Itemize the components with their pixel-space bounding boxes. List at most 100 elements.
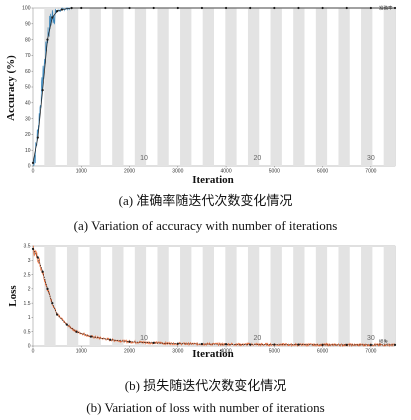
y-tick-label: 90 <box>25 22 31 28</box>
x-tick-label: 5000 <box>269 169 280 175</box>
smoothed-series-point <box>152 6 155 10</box>
smoothed-series-point <box>224 343 228 346</box>
smoothed-series-point <box>51 16 54 19</box>
x-tick-label: 2000 <box>124 169 135 175</box>
epoch-band <box>134 8 147 166</box>
smoothed-series-point <box>41 270 44 273</box>
epoch-band <box>247 8 260 166</box>
smoothed-series-point <box>297 6 300 10</box>
smoothed-series-point <box>176 342 179 345</box>
smoothed-series-point <box>249 6 252 10</box>
epoch-label: 10 <box>140 155 148 162</box>
smoothed-series-point <box>393 6 397 10</box>
y-tick-label: 1 <box>28 315 31 321</box>
x-axis-title: Iteration <box>192 174 234 186</box>
smoothed-series-point <box>89 335 93 338</box>
epoch-band <box>202 246 214 346</box>
smoothed-series-line <box>32 7 395 163</box>
epoch-label: 30 <box>367 155 375 162</box>
epoch-band <box>180 246 192 346</box>
epoch-band <box>44 8 56 166</box>
chart-loss: 0 0.5 1 1.5 2 2.5 3 3.5 0 1000 2000 3000 4000 5000 600… <box>7 244 397 360</box>
x-tick-label: 1000 <box>76 169 87 175</box>
y-tick-label: 30 <box>25 116 31 122</box>
smoothed-series-point <box>249 343 252 346</box>
epoch-band <box>180 8 192 166</box>
epoch-band <box>338 246 350 346</box>
smoothed-series-point <box>36 136 39 139</box>
epoch-band <box>157 246 169 346</box>
x-tick-label: 0 <box>32 349 35 355</box>
smoothed-series-point <box>46 38 49 41</box>
x-tick-label: 0 <box>32 169 35 175</box>
smoothed-series-point <box>297 343 300 346</box>
smoothed-series-point <box>46 287 49 290</box>
smoothed-series-point <box>51 302 54 305</box>
smoothed-series-point <box>65 323 68 326</box>
y-tick-label: 3.5 <box>24 244 31 250</box>
smoothed-series-point <box>273 343 276 346</box>
epoch-band <box>225 246 237 346</box>
epoch-band <box>202 8 214 166</box>
epoch-band <box>315 8 328 166</box>
x-tick-label: 6000 <box>317 169 328 175</box>
smoothed-series-point <box>200 342 204 346</box>
epoch-band <box>293 8 305 166</box>
y-tick-label: 10 <box>25 148 31 154</box>
x-tick-label: 1000 <box>76 349 87 355</box>
smoothed-series-point <box>104 6 107 10</box>
smoothed-series-point <box>56 10 59 13</box>
smoothed-series-point <box>369 343 372 346</box>
epoch-label: 20 <box>254 155 262 162</box>
y-tick-label: 2.5 <box>24 272 31 278</box>
epoch-band <box>247 246 260 346</box>
epoch-band <box>66 246 79 346</box>
x-tick-label: 7000 <box>365 169 376 175</box>
smoothed-series-point <box>273 6 276 10</box>
x-tick-label: 3000 <box>172 349 183 355</box>
y-tick-label: 40 <box>25 101 31 107</box>
caption-a-chinese: (a) 准确率随迭代次数变化情况 <box>118 193 293 208</box>
epoch-band <box>66 8 79 166</box>
y-axis-title: Accuracy (%) <box>5 55 17 121</box>
y-tick-label: 3 <box>28 258 31 264</box>
smoothed-series-point <box>393 343 397 346</box>
epoch-band <box>270 8 282 166</box>
epoch-band <box>293 246 305 346</box>
smoothed-series-point <box>109 338 112 341</box>
y-tick-label: 50 <box>25 85 31 91</box>
y-tick-label: 0.5 <box>24 329 31 335</box>
x-axis-title: Iteration <box>192 348 234 360</box>
legend-label: 损失 <box>379 338 388 345</box>
smoothed-series-point <box>345 343 348 346</box>
y-tick-label: 2 <box>28 287 31 293</box>
smoothed-series-point <box>70 6 73 10</box>
smoothed-series-point <box>224 6 228 10</box>
y-tick-label: 100 <box>22 6 31 12</box>
epoch-band <box>225 8 237 166</box>
caption-b-english: (b) Variation of loss with number of ite… <box>86 400 325 415</box>
epoch-label: 20 <box>254 335 262 342</box>
smoothed-series-point <box>369 6 372 10</box>
epoch-band <box>270 246 282 346</box>
epoch-band <box>157 8 169 166</box>
epoch-band <box>338 8 350 166</box>
epoch-band <box>315 246 328 346</box>
epoch-band <box>383 246 395 346</box>
y-tick-label: 70 <box>25 53 31 59</box>
caption-b-chinese: (b) 损失随迭代次数变化情况 <box>124 378 287 393</box>
y-tick-label: 20 <box>25 132 31 138</box>
smoothed-series-point <box>200 6 204 10</box>
smoothed-series-point <box>321 343 324 346</box>
legend-label: 准确率 <box>379 5 393 12</box>
epoch-band <box>89 8 101 166</box>
smoothed-series-point <box>128 6 131 10</box>
x-tick-label: 5000 <box>269 349 280 355</box>
epoch-label: 10 <box>140 335 148 342</box>
smoothed-series-point <box>321 6 324 10</box>
y-axis-title: Loss <box>7 285 19 307</box>
smoothed-series-point <box>176 6 179 10</box>
epoch-band <box>89 246 101 346</box>
